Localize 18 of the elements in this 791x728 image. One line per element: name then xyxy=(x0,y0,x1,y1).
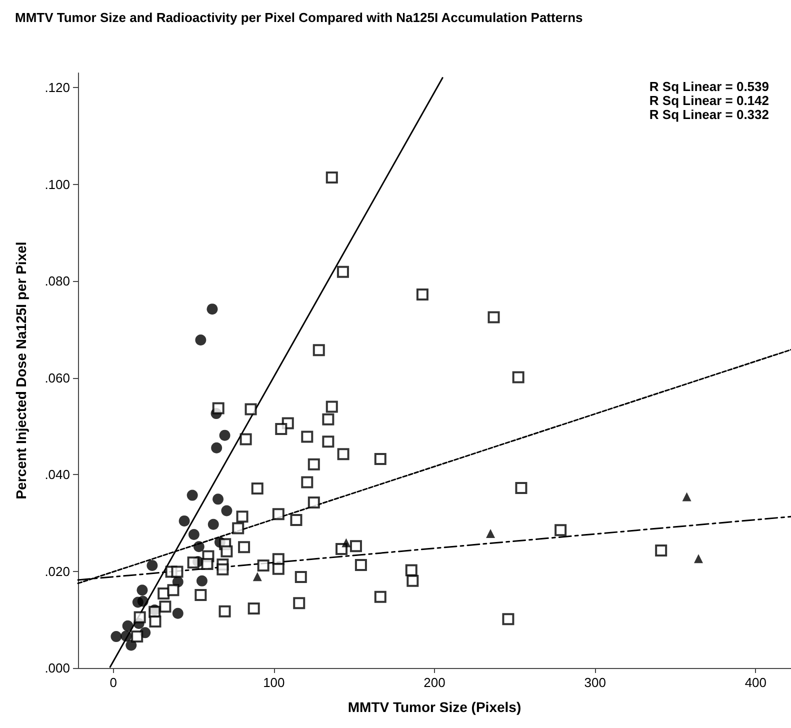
x-axis-title: MMTV Tumor Size (Pixels) xyxy=(348,699,522,715)
x-tick-label: 300 xyxy=(584,675,606,690)
annotation: R Sq Linear = 0.142 xyxy=(649,93,770,108)
y-tick-label: .100 xyxy=(44,176,70,192)
x-tick-label: 0 xyxy=(110,675,117,690)
annotation: R Sq Linear = 0.332 xyxy=(649,107,770,122)
y-tick-label: .000 xyxy=(44,660,70,676)
y-tick-label: .120 xyxy=(44,80,70,96)
y-tick-label: .040 xyxy=(44,467,70,482)
y-tick-label: .080 xyxy=(44,274,70,289)
x-tick-label: 100 xyxy=(263,675,285,690)
x-tick-label: 200 xyxy=(424,675,446,690)
y-tick-label: .020 xyxy=(44,564,70,579)
x-tick-label: 400 xyxy=(744,675,767,690)
annotation: R Sq Linear = 0.539 xyxy=(649,79,770,94)
y-axis-title: Percent Injected Dose Na125I per Pixel xyxy=(13,242,29,500)
chart-title: MMTV Tumor Size and Radioactivity per Pixel Compared with Na125I Accumulation Patterns xyxy=(15,10,583,25)
y-tick-label: .060 xyxy=(44,370,70,386)
